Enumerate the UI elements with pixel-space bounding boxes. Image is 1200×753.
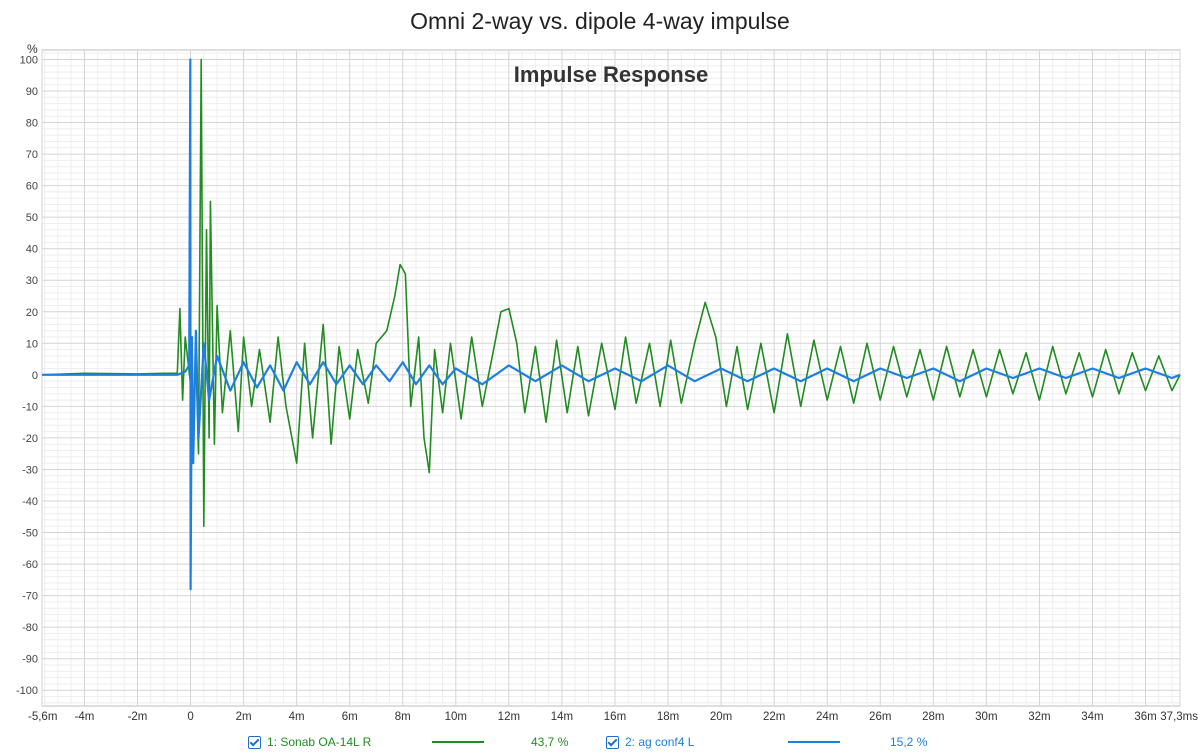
plot-title: Impulse Response xyxy=(513,62,709,87)
y-tick-label: 10 xyxy=(26,338,38,350)
y-tick-label: 0 xyxy=(32,370,38,382)
y-tick-label: 60 xyxy=(26,181,38,193)
legend-swatch-2 xyxy=(788,741,840,743)
checkbox-checked-icon[interactable] xyxy=(248,735,261,749)
y-tick-label: 100 xyxy=(20,54,38,66)
x-tick-label: 24m xyxy=(816,711,838,723)
x-tick-label: 8m xyxy=(395,711,411,723)
x-tick-label: 30m xyxy=(975,711,997,723)
y-tick-label: 90 xyxy=(26,86,38,98)
legend-swatch-1 xyxy=(432,741,484,743)
y-tick-label: -80 xyxy=(22,622,38,634)
legend-item-1[interactable]: 1: Sonab OA-14L R xyxy=(248,733,371,751)
y-tick-label: 80 xyxy=(26,118,38,130)
x-tick-label: 6m xyxy=(342,711,358,723)
y-tick-label: -20 xyxy=(22,433,38,445)
legend-percent-1: 43,7 % xyxy=(531,735,569,749)
y-tick-label: 50 xyxy=(26,212,38,224)
x-tick-label: 18m xyxy=(657,711,679,723)
x-tick-label: -2m xyxy=(128,711,148,723)
x-tick-label: 34m xyxy=(1081,711,1103,723)
y-tick-label: 70 xyxy=(26,149,38,161)
y-tick-label: 20 xyxy=(26,307,38,319)
y-tick-label: -50 xyxy=(22,528,38,540)
x-tick-label: 16m xyxy=(604,711,626,723)
x-tick-label: 32m xyxy=(1028,711,1050,723)
legend-label-1: 1: Sonab OA-14L R xyxy=(267,735,372,749)
x-tick-label: 26m xyxy=(869,711,891,723)
y-tick-label: 30 xyxy=(26,275,38,287)
legend-label-2: 2: ag conf4 L xyxy=(625,735,695,749)
x-tick-label: 36m xyxy=(1134,711,1156,723)
y-tick-label: -30 xyxy=(22,464,38,476)
y-tick-label: -90 xyxy=(22,654,38,666)
y-unit-label: % xyxy=(27,42,38,56)
x-tick-label: 20m xyxy=(710,711,732,723)
y-tick-label: -40 xyxy=(22,496,38,508)
x-tick-label: -4m xyxy=(75,711,95,723)
plot-background xyxy=(41,49,1181,707)
series-line-1 xyxy=(41,58,1181,527)
y-axis-ticks: 1009080706050403020100-10-20-30-40-50-60… xyxy=(16,54,38,697)
x-tick-label: 4m xyxy=(289,711,305,723)
x-tick-label: 10m xyxy=(445,711,467,723)
series-layer xyxy=(41,58,1181,591)
y-tick-label: -100 xyxy=(16,685,38,697)
checkbox-checked-icon[interactable] xyxy=(606,735,619,749)
y-tick-label: -10 xyxy=(22,401,38,413)
page-title: Omni 2-way vs. dipole 4-way impulse xyxy=(410,8,790,34)
y-tick-label: -60 xyxy=(22,559,38,571)
x-tick-label: 22m xyxy=(763,711,785,723)
x-axis-ticks: -5,6m -4m -2m 0 2m 4m 6m 8m 10m 12m 14m 16m 18m 20m 22… xyxy=(28,711,1198,723)
x-tick-label: 2m xyxy=(236,711,252,723)
x-tick-label: 12m xyxy=(498,711,520,723)
x-tick-label: 28m xyxy=(922,711,944,723)
y-tick-label: 40 xyxy=(26,244,38,256)
x-tick-label: 0 xyxy=(187,711,193,723)
x-tick-label: 14m xyxy=(551,711,573,723)
legend-percent-2: 15,2 % xyxy=(890,735,928,749)
grid-minor xyxy=(42,50,1180,706)
grid-major xyxy=(41,50,1181,706)
series-line-2 xyxy=(42,58,1181,591)
legend-item-2[interactable]: 2: ag conf4 L xyxy=(606,733,694,751)
x-tick-label: 37,3ms xyxy=(1160,711,1198,723)
y-tick-label: -70 xyxy=(22,591,38,603)
x-tick-label: -5,6m xyxy=(28,711,57,723)
